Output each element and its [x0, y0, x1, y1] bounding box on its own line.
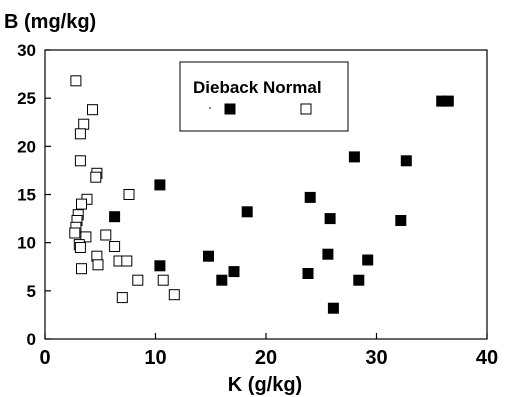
point-normal: [80, 231, 92, 243]
point-dieback: [109, 211, 121, 223]
point-dieback: [324, 213, 336, 225]
point-dieback: [348, 151, 360, 163]
x-axis-label: K (g/kg): [228, 374, 302, 396]
point-dieback: [362, 254, 374, 266]
y-tick-label: 0: [27, 330, 36, 349]
x-tick-label: 0: [39, 347, 50, 369]
point-normal: [100, 229, 112, 241]
point-dieback: [395, 215, 407, 226]
point-normal: [121, 255, 133, 267]
point-dieback: [228, 266, 240, 278]
legend-box: [179, 61, 349, 132]
data-points: [69, 75, 454, 314]
y-tick-label: 10: [17, 234, 36, 253]
y-tick-label: 25: [17, 89, 36, 108]
point-dieback: [327, 302, 339, 314]
legend-dot: [209, 107, 211, 109]
x-tick-label: 20: [255, 347, 277, 369]
point-normal: [123, 189, 135, 200]
point-normal: [76, 263, 87, 275]
point-normal: [78, 118, 90, 130]
point-dieback: [400, 155, 412, 167]
point-normal: [87, 104, 98, 116]
x-tick-label: 30: [365, 347, 387, 369]
y-tick-label: 20: [17, 137, 36, 156]
point-normal: [168, 289, 180, 301]
point-dieback: [302, 268, 314, 279]
point-normal: [132, 274, 144, 286]
y-tick-label: 15: [17, 186, 36, 205]
point-normal: [92, 259, 104, 271]
point-dieback: [203, 250, 214, 262]
x-tick-label: 10: [144, 347, 166, 369]
legend-marker-dieback: [224, 103, 236, 115]
legend-label-dieback: Dieback: [193, 78, 259, 97]
y-axis-label: B (mg/kg): [4, 11, 96, 33]
point-normal: [76, 198, 87, 210]
point-normal: [90, 171, 102, 183]
legend: Dieback Normal: [179, 61, 349, 132]
point-dieback: [353, 274, 365, 286]
point-normal: [74, 242, 86, 253]
point-normal: [70, 75, 82, 87]
y-tick-label: 30: [17, 41, 36, 60]
x-tick-label: 40: [476, 347, 498, 369]
legend-marker-normal: [300, 103, 312, 115]
point-normal: [157, 274, 169, 286]
point-dieback: [216, 274, 228, 286]
point-normal: [69, 227, 81, 239]
point-dieback: [304, 191, 316, 203]
point-normal: [74, 128, 86, 140]
point-dieback: [154, 260, 166, 272]
axis-ticks: 0 10 20 30 40 0 5 10 15 20 25 30: [17, 41, 498, 369]
point-dieback: [322, 248, 334, 260]
point-normal: [109, 241, 121, 252]
point-dieback: [442, 95, 454, 107]
point-dieback: [241, 206, 253, 218]
legend-label-normal: Normal: [263, 78, 322, 97]
point-normal: [74, 155, 86, 167]
point-normal: [116, 292, 128, 304]
y-tick-label: 5: [27, 282, 36, 301]
point-dieback: [154, 179, 166, 191]
